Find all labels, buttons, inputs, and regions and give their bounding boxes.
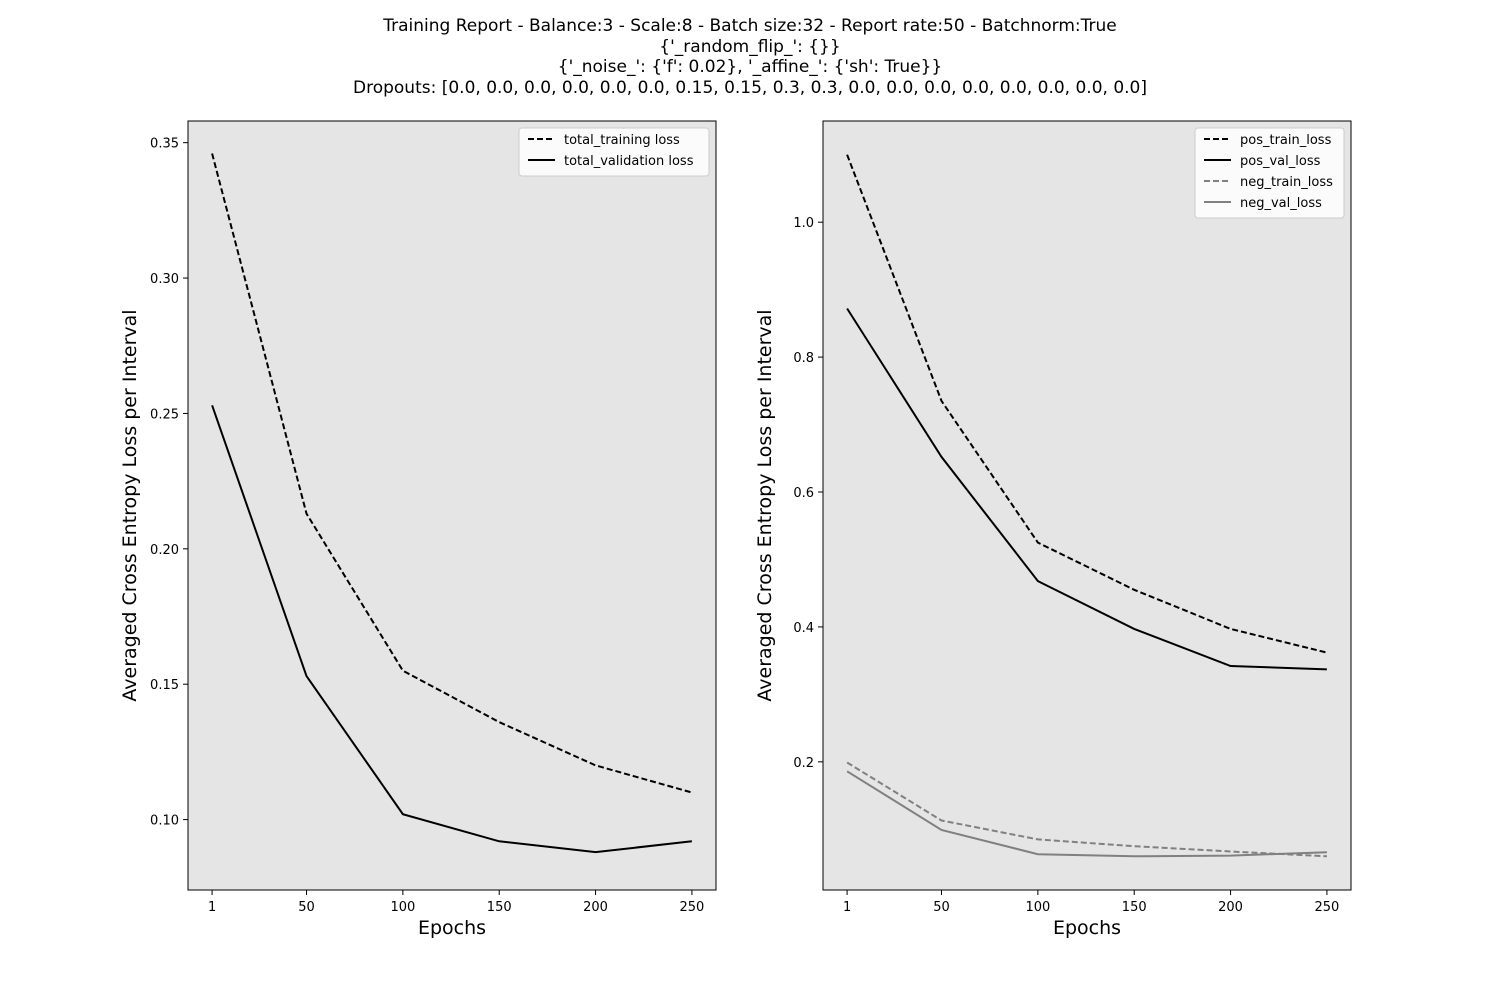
legend-label: pos_train_loss <box>1240 133 1332 148</box>
series-line-pos-train-loss <box>846 154 1328 654</box>
chart-panel-2: 1 50 100 150 200 2500.20.40.60.81.0EpochsAver… <box>754 120 1352 939</box>
legend-label: total_training loss <box>564 133 680 148</box>
y-tick-label: 0.15 <box>150 678 179 693</box>
axes-frame <box>822 120 1352 891</box>
x-tick-label: 1 <box>843 900 851 915</box>
plot-area <box>823 121 1351 890</box>
x-axis-label: Epochs <box>418 917 486 939</box>
y-tick-label: 0.30 <box>150 272 179 287</box>
axes-frame <box>187 120 717 891</box>
legend-box <box>1194 127 1345 219</box>
y-tick-label: 1.0 <box>793 216 814 231</box>
y-tick-label: 0.4 <box>793 621 814 636</box>
title-line-4: Dropouts: [0.0, 0.0, 0.0, 0.0, 0.0, 0.0,… <box>353 78 1147 99</box>
chart-panel-1: 1 50 100 150 200 2500.100.150.200.250.300.35E… <box>119 120 717 939</box>
plot-area <box>188 121 716 890</box>
title-line-3: {'_noise_': {'f': 0.02}, '_affine_': {'s… <box>557 57 943 78</box>
series-line-total-training-loss <box>211 153 693 794</box>
y-tick-label: 0.25 <box>150 407 179 422</box>
y-tick-label: 0.6 <box>793 486 814 501</box>
legend-box <box>518 127 710 177</box>
x-tick-label: 150 <box>1122 900 1147 915</box>
x-axis-label: Epochs <box>1053 917 1121 939</box>
x-tick-label: 1 <box>208 900 216 915</box>
x-tick-label: 150 <box>487 900 512 915</box>
x-tick-label: 250 <box>679 900 704 915</box>
y-axis-label: Averaged Cross Entropy Loss per Interval <box>754 309 776 701</box>
legend: total_training loss total_validation loss <box>518 127 710 177</box>
y-tick-label: 0.2 <box>793 756 814 771</box>
x-tick-label: 50 <box>298 900 315 915</box>
x-tick-label: 100 <box>390 900 415 915</box>
x-tick-label: 200 <box>583 900 608 915</box>
series-line-neg-val-loss <box>846 770 1327 858</box>
y-tick-label: 0.8 <box>793 351 814 366</box>
y-tick-label: 0.20 <box>150 543 179 558</box>
series-line-total-validation-loss <box>211 404 693 854</box>
title-line-1: Training Report - Balance:3 - Scale:8 - … <box>383 16 1117 36</box>
legend-label: pos_val_loss <box>1240 154 1321 169</box>
series-line-pos-val-loss <box>846 307 1327 671</box>
y-tick-label: 0.10 <box>150 814 179 829</box>
legend-label: neg_val_loss <box>1240 196 1322 211</box>
title-line-2: {'_random_flip_': {}} <box>659 36 841 57</box>
x-tick-label: 50 <box>933 900 950 915</box>
legend: pos_train_loss pos_val_loss neg_train_loss… <box>1194 127 1345 219</box>
figure-title: Training Report - Balance:3 - Scale:8 - … <box>0 16 1500 99</box>
x-tick-label: 200 <box>1218 900 1243 915</box>
legend-label: neg_train_loss <box>1240 175 1333 190</box>
legend-label: total_validation loss <box>564 154 694 169</box>
series-line-neg-train-loss <box>846 761 1327 858</box>
x-tick-label: 100 <box>1025 900 1050 915</box>
y-axis-label: Averaged Cross Entropy Loss per Interval <box>119 309 141 701</box>
y-tick-label: 0.35 <box>150 137 179 152</box>
x-tick-label: 250 <box>1314 900 1339 915</box>
